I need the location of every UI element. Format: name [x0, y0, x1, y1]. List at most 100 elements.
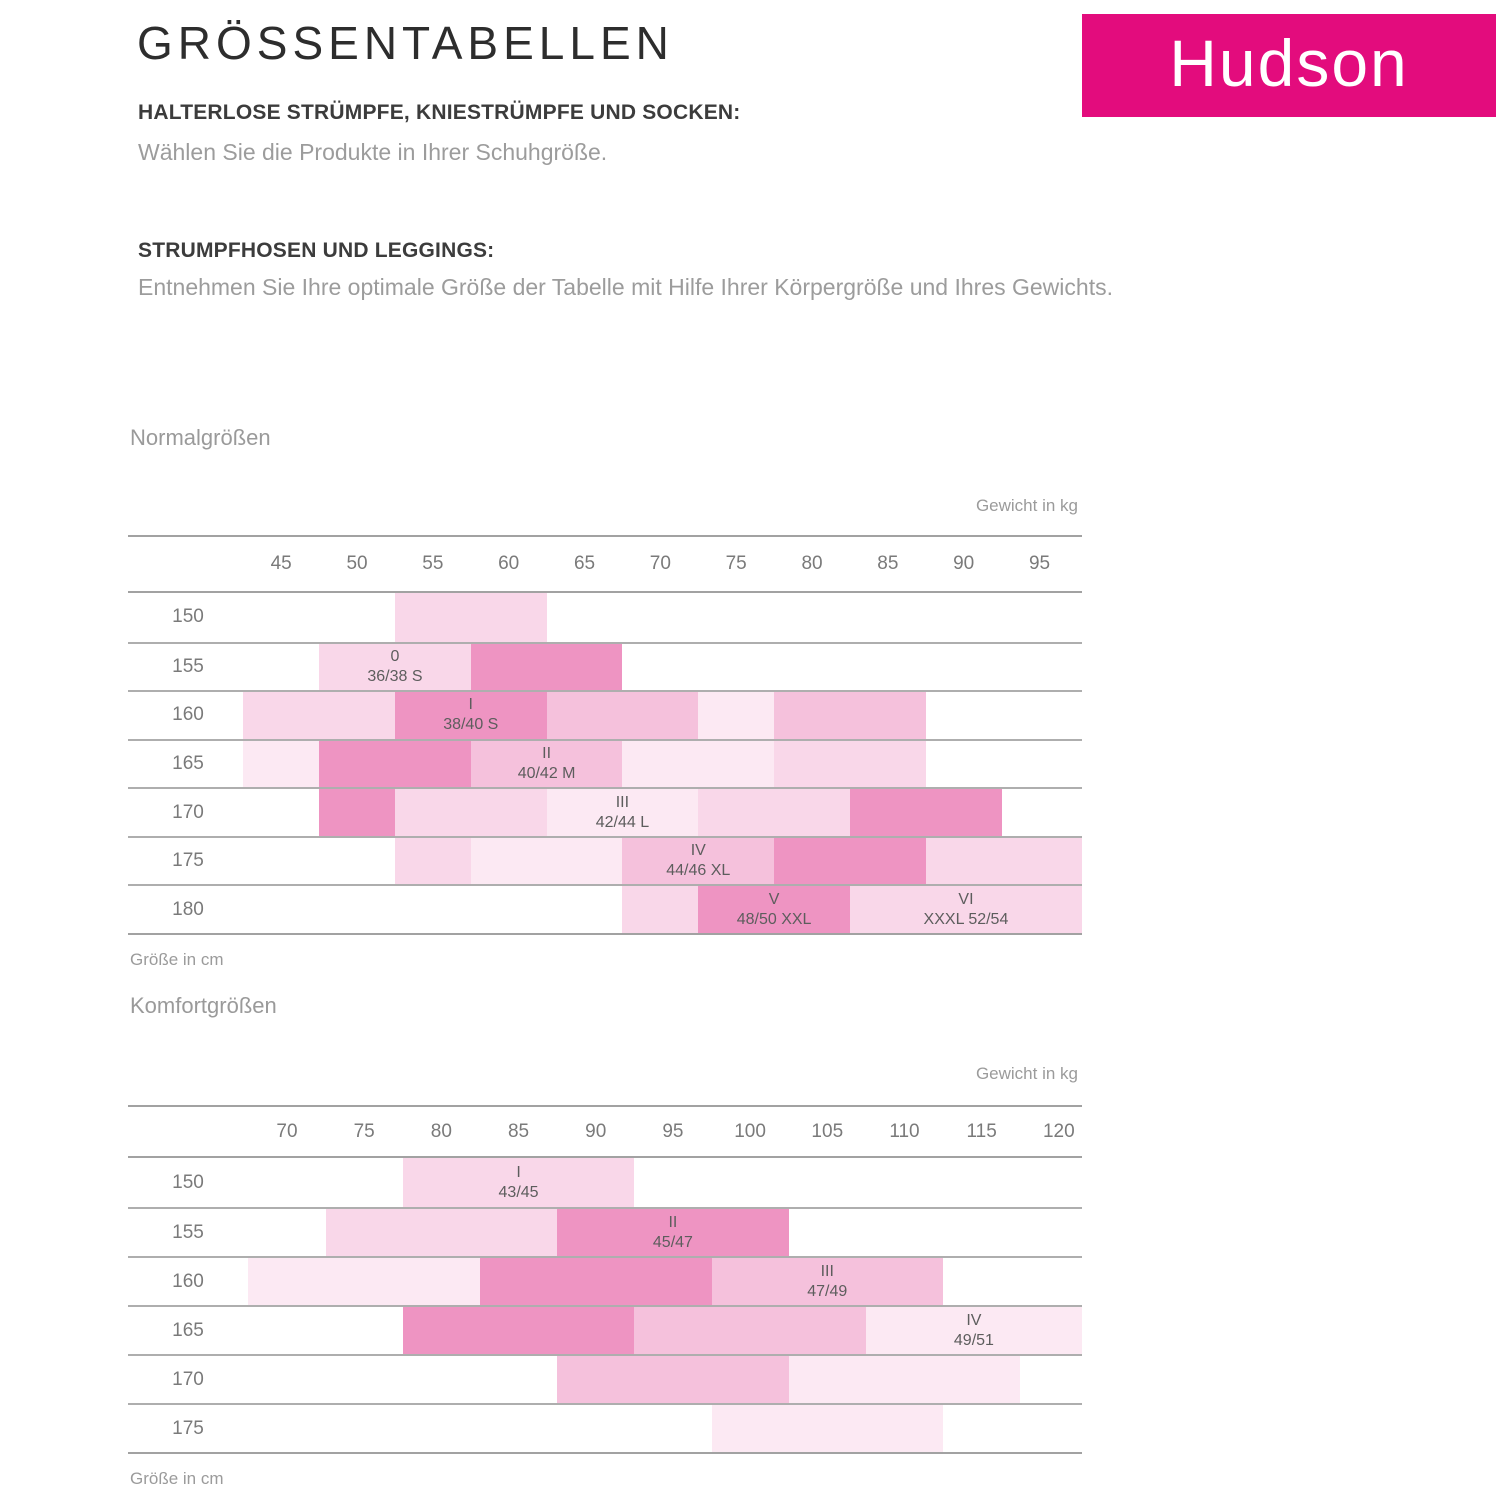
size-band-label: IV 44/46 XL	[666, 841, 730, 881]
section-heading-tights: STRUMPFHOSEN UND LEGGINGS:	[138, 239, 495, 262]
size-roman: V	[768, 890, 780, 908]
size-band: I 43/45	[402, 1158, 635, 1207]
weight-tick: 90	[953, 553, 975, 574]
height-label: 155	[172, 1221, 204, 1243]
size-table: 70 75 80 85 90 95 100 105 110 115 120 150 I 43/45 155 I…	[128, 1105, 1082, 1454]
x-axis-label: Gewicht in kg	[975, 496, 1078, 515]
section-text-hosiery: Wählen Sie die Produkte in Ihrer Schuhgr…	[138, 139, 608, 165]
height-row: 180 V 48/50 XXL VI XXXL 52/54	[128, 884, 1082, 933]
hudson-logo-text: Hudson	[1169, 25, 1409, 100]
weight-tick: 80	[801, 553, 823, 574]
size-band	[634, 1307, 866, 1354]
weight-tick: 105	[811, 1120, 844, 1142]
height-rows: 150 155 0 36/38 S 160 I 38/40 S 165 II 40/42 M 170…	[128, 593, 1082, 935]
size-band	[774, 837, 926, 885]
chart-comfort-sizes: Komfortgrößen Gewicht in kg 70 75 80 85 90 95 10…	[128, 993, 1082, 1512]
height-label: 175	[172, 850, 204, 872]
size-roman: VI	[958, 890, 974, 908]
size-band	[546, 692, 699, 739]
size-band	[319, 740, 471, 788]
size-band	[325, 1209, 558, 1256]
height-row: 160 I 38/40 S	[128, 690, 1082, 739]
size-band	[925, 837, 1082, 885]
size-band	[470, 837, 623, 885]
size-band	[402, 1307, 635, 1354]
height-row: 175	[128, 1403, 1082, 1452]
size-band	[479, 1258, 712, 1305]
size-band: III 42/44 L	[546, 789, 699, 836]
weight-tick: 70	[649, 553, 671, 574]
size-band: I 38/40 S	[394, 692, 547, 739]
size-band	[788, 1356, 1021, 1403]
size-band	[394, 837, 471, 885]
size-range: 48/50 XXL	[736, 910, 812, 928]
height-row: 175 IV 44/46 XL	[128, 835, 1082, 885]
height-row: 150	[128, 593, 1082, 642]
chart-title: Normalgrößen	[130, 425, 271, 450]
height-label: 170	[172, 1368, 204, 1390]
height-label: 155	[172, 655, 204, 677]
size-band: V 48/50 XXL	[698, 886, 850, 933]
size-band: 0 36/38 S	[319, 643, 471, 691]
height-label: 165	[172, 1319, 204, 1341]
height-row: 155 II 45/47	[128, 1207, 1082, 1256]
height-label: 180	[172, 898, 204, 920]
size-range: 47/49	[807, 1282, 848, 1300]
size-band-label: III 42/44 L	[596, 793, 649, 833]
weight-tick: 75	[353, 1120, 375, 1142]
height-row: 155 0 36/38 S	[128, 641, 1082, 691]
size-band-label: V 48/50 XXL	[737, 890, 812, 930]
height-rows: 150 I 43/45 155 II 45/47 160 III 47/49 165 IV 49/51…	[128, 1158, 1082, 1454]
weight-tick: 45	[270, 553, 292, 574]
size-band	[470, 643, 623, 691]
size-range: 40/42 M	[517, 764, 576, 782]
size-band	[849, 789, 1002, 836]
size-band-label: 0 36/38 S	[367, 647, 422, 687]
weight-tick: 80	[430, 1120, 452, 1142]
size-band: IV 44/46 XL	[622, 837, 775, 885]
y-axis-label: Größe in cm	[130, 950, 224, 969]
size-band: IV 49/51	[865, 1307, 1082, 1354]
size-range: XXXL 52/54	[923, 910, 1009, 928]
size-roman: III	[615, 793, 630, 811]
size-range: 42/44 L	[595, 813, 650, 831]
x-axis-label: Gewicht in kg	[975, 1064, 1078, 1083]
size-roman: I	[516, 1163, 521, 1181]
weight-tick: 95	[1028, 553, 1051, 574]
size-roman: III	[820, 1262, 834, 1280]
weight-tick: 60	[498, 553, 520, 574]
section-heading-hosiery: HALTERLOSE STRÜMPFE, KNIESTRÜMPFE UND SO…	[138, 101, 741, 124]
size-band-label: I 38/40 S	[443, 695, 498, 735]
chart-normal-sizes: Normalgrößen Gewicht in kg 45 50 55 60 65 70 75 8…	[128, 425, 1082, 993]
size-roman: IV	[690, 842, 706, 860]
weight-tick: 100	[734, 1120, 766, 1142]
weight-tick: 75	[725, 553, 747, 574]
height-label: 175	[172, 1417, 204, 1439]
chart-title: Komfortgrößen	[130, 993, 277, 1018]
size-band	[243, 692, 395, 739]
size-range: 44/46 XL	[666, 862, 731, 880]
size-band: II 40/42 M	[470, 740, 623, 788]
height-row: 165 II 40/42 M	[128, 738, 1082, 788]
size-range: 38/40 S	[443, 716, 499, 734]
hudson-logo: Hudson	[1082, 14, 1496, 117]
weight-tick: 85	[877, 553, 899, 574]
size-band: VI XXXL 52/54	[849, 886, 1082, 933]
size-band	[698, 692, 775, 739]
size-band	[774, 740, 926, 788]
weight-tick: 50	[346, 553, 368, 574]
size-band	[774, 692, 926, 739]
weight-tick: 110	[889, 1120, 920, 1142]
weight-tick: 65	[573, 553, 596, 574]
weight-tick-row: 45 50 55 60 65 70 75 80 85 90 95	[128, 535, 1082, 593]
size-band: II 45/47	[557, 1209, 789, 1256]
size-band-label: VI XXXL 52/54	[924, 890, 1009, 930]
height-row: 165 IV 49/51	[128, 1305, 1082, 1354]
size-roman: I	[468, 696, 473, 714]
weight-tick: 90	[585, 1120, 607, 1142]
weight-tick: 95	[662, 1120, 684, 1142]
weight-tick: 55	[422, 553, 444, 574]
size-band-label: IV 49/51	[954, 1311, 994, 1351]
height-row: 170	[128, 1354, 1082, 1403]
